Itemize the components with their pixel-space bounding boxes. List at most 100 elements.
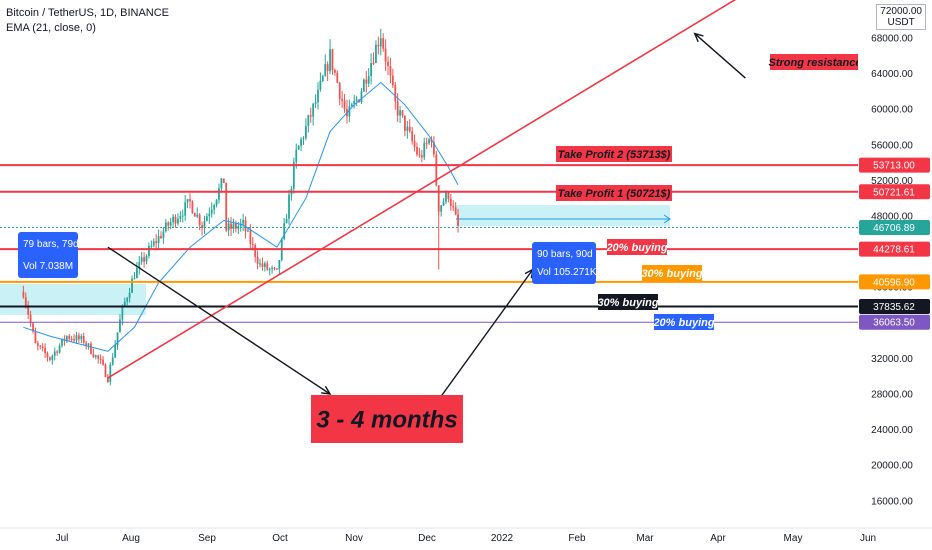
candle-body	[237, 226, 240, 229]
time-tick-label: Mar	[636, 533, 654, 544]
candle-body	[317, 89, 319, 103]
candle-body	[242, 220, 245, 224]
measurement-volume: Vol 105.271K	[537, 267, 597, 278]
chart-legend: Bitcoin / TetherUS, 1D, BINANCE EMA (21,…	[6, 6, 169, 36]
candle-body	[97, 355, 100, 359]
annotation-label: 20% buying	[605, 242, 667, 254]
candle-body	[404, 115, 406, 131]
measurement-volume: Vol 7.038M	[23, 261, 73, 272]
candle-body	[56, 351, 59, 353]
candle	[331, 48, 334, 75]
candle	[312, 102, 315, 126]
candle-body	[213, 205, 216, 210]
annotation-box	[654, 314, 714, 330]
candle	[49, 356, 51, 362]
axis-unit-badge[interactable]: 72000.00 USDT	[876, 4, 926, 30]
candle	[302, 136, 305, 145]
candle	[34, 327, 37, 344]
candle	[324, 54, 327, 77]
candle-body	[94, 355, 97, 357]
annotation-1: Take Profit 2 (53713$)	[556, 146, 672, 162]
candle-body	[116, 332, 119, 345]
candle-body	[32, 323, 34, 332]
candle	[379, 28, 382, 56]
candle-body	[230, 223, 232, 229]
candle-body	[408, 126, 411, 132]
price-tick-label: 20000.00	[871, 461, 913, 472]
candle	[167, 221, 170, 231]
candle	[150, 240, 153, 249]
candle-body	[394, 85, 397, 102]
candle	[92, 348, 95, 359]
candle	[90, 341, 92, 355]
candle-body	[225, 182, 228, 231]
candle	[32, 321, 34, 334]
candle-body	[201, 225, 203, 229]
candle	[297, 144, 300, 151]
candle-body	[181, 215, 184, 217]
price-level-tag-3: 44278.61	[859, 241, 930, 257]
candle	[162, 227, 165, 244]
candle	[259, 258, 261, 268]
candle-body	[447, 192, 450, 199]
candle	[389, 57, 392, 84]
candle-body	[379, 38, 382, 47]
candle-body	[312, 103, 315, 117]
time-tick-label: Dec	[418, 533, 436, 544]
candle	[391, 68, 394, 88]
candle-body	[41, 346, 44, 349]
candle	[104, 363, 107, 378]
candle	[353, 94, 356, 109]
candle	[333, 68, 336, 76]
price-tick-label: 52000.00	[871, 176, 913, 187]
candle-body	[302, 138, 305, 140]
candle	[387, 56, 389, 76]
annotation-box	[598, 294, 658, 310]
candle-body	[102, 359, 104, 365]
candle-body	[215, 199, 218, 206]
candle	[377, 36, 380, 55]
candle	[418, 147, 421, 158]
candle-body	[169, 222, 172, 226]
candle-body	[210, 209, 213, 214]
candle	[133, 272, 136, 280]
candle-body	[189, 199, 191, 202]
candle-body	[452, 206, 455, 208]
candle	[75, 331, 78, 344]
candle	[234, 220, 237, 233]
candle-body	[123, 301, 126, 306]
candle-body	[184, 202, 187, 216]
price-tick-label: 56000.00	[871, 140, 913, 151]
candle-body	[75, 335, 78, 341]
candle	[201, 221, 203, 236]
price-level-tag-box	[859, 314, 930, 330]
candle	[215, 199, 218, 208]
candle-body	[437, 185, 440, 212]
measurement-0: 79 bars, 79d Vol 7.038M	[18, 232, 79, 278]
candle-body	[73, 338, 75, 341]
candle-body	[140, 257, 143, 262]
candle-body	[377, 44, 380, 47]
candle-body	[329, 49, 331, 72]
candle	[442, 198, 445, 207]
candle-body	[263, 263, 266, 267]
price-level-tag-0: 53713.00	[859, 157, 930, 173]
candle-body	[321, 76, 324, 82]
candle	[128, 287, 131, 303]
time-tick-label: 2022	[491, 533, 514, 544]
candle-body	[387, 61, 389, 67]
candle-body	[53, 351, 56, 356]
candle-body	[440, 205, 443, 212]
candle	[29, 310, 32, 327]
price-tick-label: 32000.00	[871, 354, 913, 365]
candle	[70, 335, 73, 343]
measure-zone-2-arrowhead	[663, 214, 671, 224]
candle-body	[61, 338, 63, 346]
candle-body	[119, 319, 121, 333]
candle	[266, 260, 269, 271]
candle	[420, 149, 423, 163]
candle-body	[355, 99, 358, 102]
candle	[68, 334, 71, 342]
